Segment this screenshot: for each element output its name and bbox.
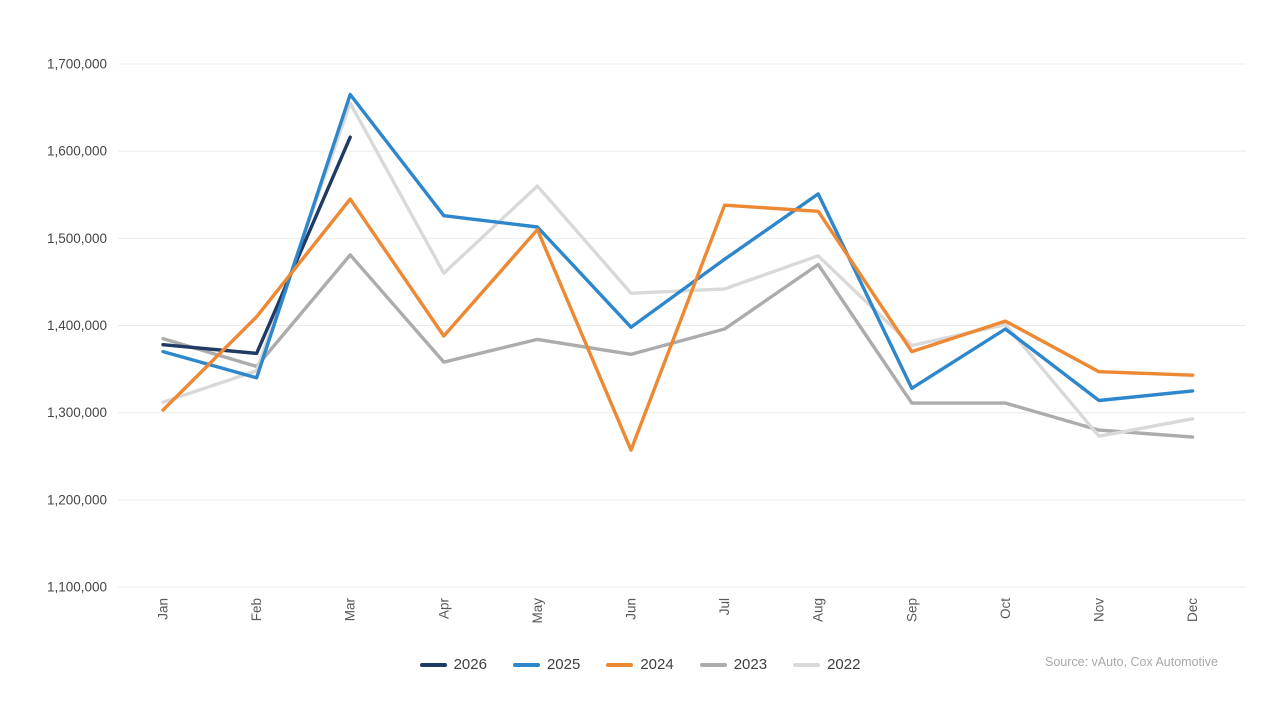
x-tick-label: Dec — [1185, 598, 1200, 622]
legend-swatch-2026 — [419, 662, 447, 667]
gridlines — [118, 63, 1246, 588]
y-tick-label: 1,600,000 — [47, 144, 107, 159]
series-line-2023 — [161, 253, 1195, 439]
y-tick-label: 1,200,000 — [47, 492, 107, 507]
chart-legend: 2026 2025 2024 2023 2022 — [0, 656, 1280, 673]
y-tick-label: 1,700,000 — [47, 57, 107, 72]
legend-label: 2023 — [733, 656, 768, 673]
x-tick-label: Jan — [156, 598, 171, 620]
legend-swatch-2024 — [606, 662, 634, 667]
x-tick-label: May — [530, 598, 545, 624]
series-line-2022 — [161, 101, 1195, 438]
legend-item-2022: 2022 — [793, 656, 860, 673]
source-note: Source: vAuto, Cox Automotive — [1044, 655, 1218, 669]
legend-label: 2025 — [546, 656, 581, 673]
series-line-2026 — [161, 135, 352, 356]
x-tick-label: Nov — [1092, 598, 1107, 622]
y-axis-labels: 1,100,000 1,200,000 1,300,000 1,400,000 1,50… — [47, 57, 107, 595]
x-tick-label: Sep — [904, 598, 919, 622]
x-tick-label: Jul — [717, 598, 732, 615]
y-tick-label: 1,100,000 — [47, 580, 107, 595]
legend-label: 2024 — [640, 656, 674, 673]
x-tick-label: Oct — [998, 598, 1013, 619]
legend-item-2023: 2023 — [699, 656, 768, 673]
legend-label: 2022 — [827, 656, 861, 673]
x-tick-label: Mar — [343, 597, 358, 621]
legend-label: 2026 — [453, 656, 487, 673]
legend-item-2024: 2024 — [606, 656, 674, 673]
legend-item-2026: 2026 — [419, 656, 487, 673]
x-tick-label: Jun — [624, 598, 639, 620]
series-line-2024 — [161, 197, 1195, 452]
inventory-line-chart: 1,100,000 1,200,000 1,300,000 1,400,000 1,50… — [47, 57, 1246, 624]
legend-item-2025: 2025 — [512, 656, 581, 673]
x-axis-labels: Jan Feb Mar Apr May Jun Jul Aug Sep Oct Nov Dec — [156, 597, 1201, 623]
x-tick-label: Aug — [811, 598, 826, 622]
y-tick-label: 1,400,000 — [47, 318, 107, 333]
legend-swatch-2025 — [512, 662, 540, 667]
y-tick-label: 1,300,000 — [47, 405, 107, 420]
x-tick-label: Feb — [249, 598, 264, 621]
legend-swatch-2023 — [699, 662, 727, 667]
y-tick-label: 1,500,000 — [47, 231, 107, 246]
series-line-2025 — [161, 92, 1195, 403]
x-tick-label: Apr — [436, 598, 451, 620]
legend-swatch-2022 — [793, 662, 821, 667]
